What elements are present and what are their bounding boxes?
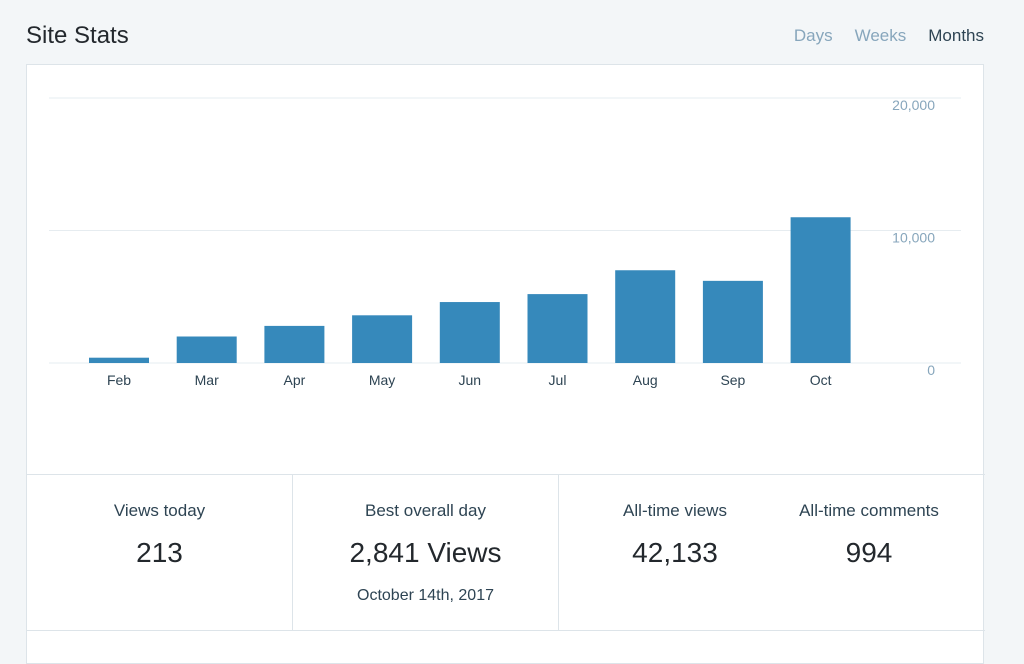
stat-all-time-views: All-time views 42,133 — [559, 475, 791, 631]
x-tick-label: Aug — [633, 372, 658, 388]
x-tick-label: Feb — [107, 372, 131, 388]
stat-value: 2,841 Views — [349, 537, 502, 568]
stat-date: October 14th, 2017 — [357, 587, 494, 604]
stat-label: Views today — [113, 501, 206, 520]
tab-months[interactable]: Months — [928, 26, 984, 45]
bar-may[interactable] — [352, 315, 413, 363]
stats-card: 0 10,000 20,000 Feb Mar Apr May Jun Jul Aug Sep Oct… — [26, 64, 985, 664]
y-tick-label: 20,000 — [892, 97, 935, 113]
stat-label: Best overall day — [365, 501, 486, 520]
tab-weeks[interactable]: Weeks — [854, 26, 907, 45]
tab-days[interactable]: Days — [793, 26, 833, 45]
x-tick-label: Mar — [195, 372, 219, 388]
stats-header: Site Stats Days Weeks Months — [0, 0, 1024, 64]
bar-apr[interactable] — [264, 325, 325, 363]
bar-sep[interactable] — [702, 280, 763, 363]
views-chart: 0 10,000 20,000 Feb Mar Apr May Jun Jul Aug Sep Oct — [27, 65, 985, 475]
stat-value: 213 — [136, 537, 183, 568]
stat-label: All-time views — [623, 501, 727, 520]
bar-chart-svg: 0 10,000 20,000 Feb Mar Apr May Jun Jul Aug Sep Oct — [49, 97, 961, 388]
y-tick-label: 10,000 — [892, 230, 935, 246]
x-tick-label: May — [369, 372, 395, 388]
stat-value: 994 — [845, 537, 893, 568]
bar-jul[interactable] — [527, 294, 588, 363]
stats-summary-row: Views today 213 Best overall day 2,841 V… — [27, 475, 985, 631]
stat-label: All-time comments — [799, 501, 939, 520]
bar-mar[interactable] — [176, 336, 237, 364]
page-title: Site Stats — [26, 22, 129, 49]
x-tick-label: Jul — [549, 372, 567, 388]
period-tabs: Days Weeks Months — [772, 26, 984, 46]
x-tick-label: Jun — [459, 372, 482, 388]
bar-aug[interactable] — [615, 270, 676, 363]
stat-views-today: Views today 213 — [27, 475, 293, 631]
bar-jun[interactable] — [439, 302, 500, 363]
x-tick-label: Apr — [284, 372, 306, 388]
x-tick-label: Oct — [810, 372, 832, 388]
stat-all-time-comments: All-time comments 994 — [779, 475, 959, 631]
stat-best-day: Best overall day 2,841 Views October 14t… — [293, 475, 559, 631]
y-tick-label: 0 — [927, 362, 935, 378]
stat-value: 42,133 — [632, 537, 718, 568]
x-tick-label: Sep — [720, 372, 745, 388]
bar-feb[interactable] — [89, 357, 149, 363]
bar-oct[interactable] — [790, 217, 851, 363]
